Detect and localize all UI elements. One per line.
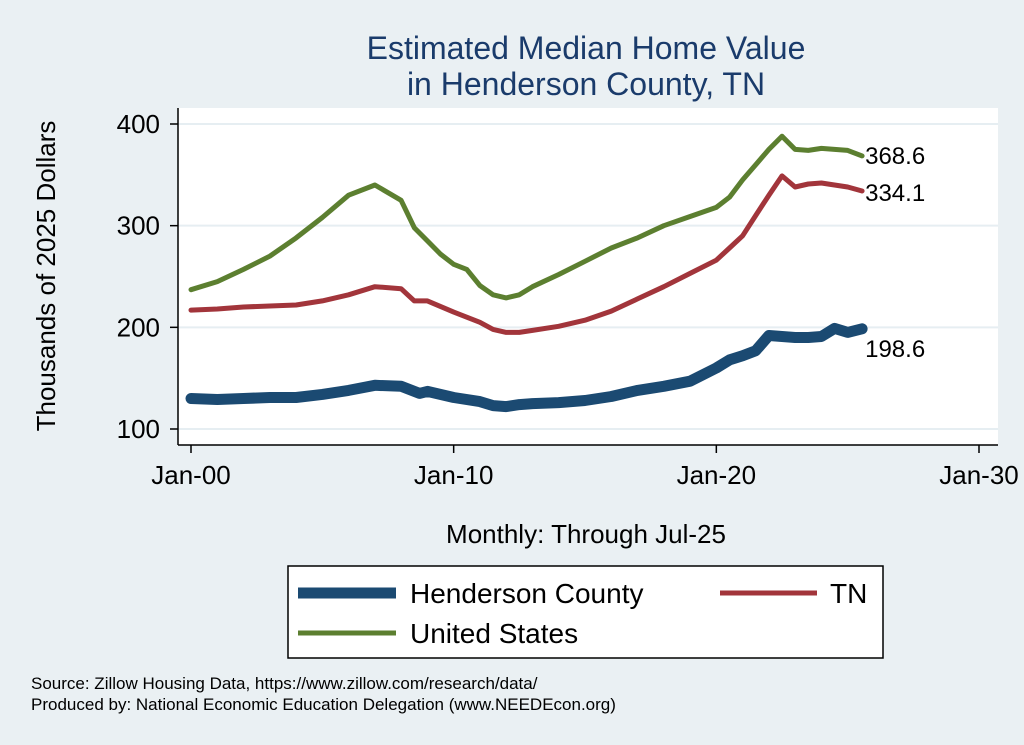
- series-line-tn: [188, 173, 865, 335]
- legend-label-tn: TN: [830, 578, 867, 609]
- tick-labels: 100 200 300 400 Jan-00 Jan-10 Jan-20 Jan-30 198.…: [117, 109, 1019, 490]
- x-tick-label: Jan-00: [151, 460, 231, 490]
- plot-area: [178, 108, 998, 445]
- y-axis-title: Thousands of 2025 Dollars: [31, 121, 61, 432]
- x-tick-label: Jan-20: [677, 460, 757, 490]
- produced-by-line: Produced by: National Economic Education…: [31, 695, 616, 714]
- x-tick-label: Jan-10: [414, 460, 494, 490]
- x-axis-title: Monthly: Through Jul-25: [446, 519, 726, 549]
- chart-title-line-1: Estimated Median Home Value: [367, 30, 806, 66]
- series-lines: [185, 133, 868, 413]
- series-line-henderson-county: [185, 322, 868, 413]
- y-tick-label: 200: [117, 312, 160, 342]
- legend-label-henderson-county: Henderson County: [410, 578, 643, 609]
- y-tick-label: 400: [117, 109, 160, 139]
- legend-label-united-states: United States: [410, 618, 578, 649]
- y-tick-label: 100: [117, 414, 160, 444]
- x-tick-label: Jan-30: [939, 460, 1019, 490]
- y-tick-label: 300: [117, 211, 160, 241]
- end-value-label-henderson-county: 198.6: [865, 336, 925, 363]
- series-line-united-states: [188, 133, 865, 301]
- end-value-label-tn: 334.1: [865, 180, 925, 207]
- chart-title-line-2: in Henderson County, TN: [407, 66, 765, 102]
- axes: [170, 108, 998, 453]
- source-line: Source: Zillow Housing Data, https://www…: [31, 674, 538, 693]
- legend-box: [287, 565, 884, 659]
- end-value-label-united-states: 368.6: [865, 143, 925, 170]
